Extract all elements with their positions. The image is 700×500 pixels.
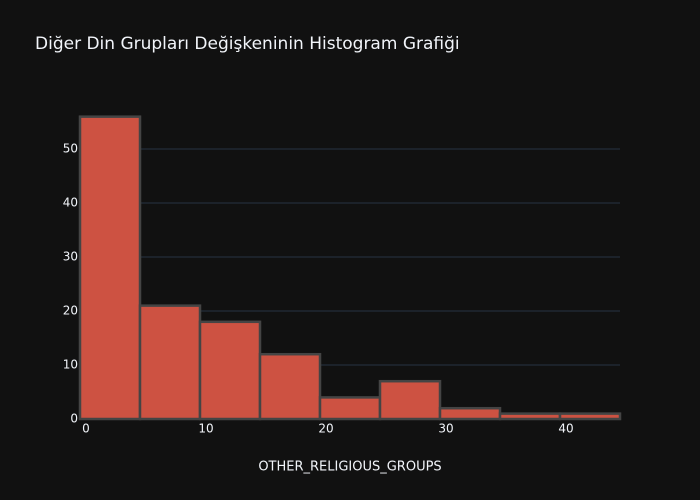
bar (198, 320, 262, 421)
y-tick-label: 50 (63, 142, 78, 156)
y-tick-label: 20 (63, 304, 78, 318)
bar (498, 412, 562, 421)
x-axis-label: OTHER_RELIGIOUS_GROUPS (258, 460, 441, 475)
chart-title: Diğer Din Grupları Değişkeninin Histogra… (35, 34, 460, 54)
x-tick-label: 0 (82, 422, 90, 436)
bar (258, 352, 322, 421)
y-tick-label: 0 (70, 412, 78, 426)
x-tick-label: 30 (438, 422, 453, 436)
y-tick-label: 30 (63, 250, 78, 264)
x-tick-label: 10 (198, 422, 213, 436)
y-tick-label: 40 (63, 196, 78, 210)
bar (138, 304, 202, 421)
bar (318, 396, 382, 421)
x-tick-label: 20 (318, 422, 333, 436)
bar (78, 115, 142, 421)
bar (438, 406, 502, 421)
x-tick-label: 40 (558, 422, 573, 436)
bar (378, 379, 442, 421)
bar (558, 412, 622, 421)
y-tick-label: 10 (63, 358, 78, 372)
